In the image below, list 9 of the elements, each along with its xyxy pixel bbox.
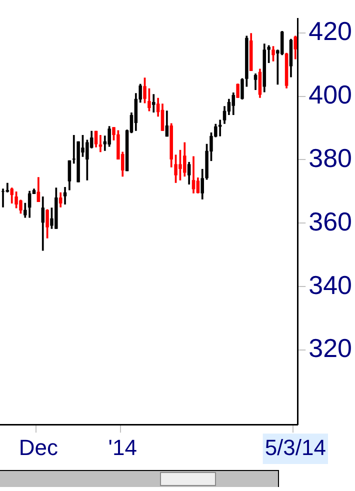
y-tick-label: 380 [308, 142, 352, 173]
y-tick-label: 360 [308, 206, 352, 236]
x-tick-label: '14 [108, 434, 137, 460]
y-tick-label: 340 [308, 270, 352, 300]
x-tick-label: Dec [18, 434, 58, 460]
y-tick-label: 400 [308, 79, 352, 110]
y-tick-label: 320 [308, 333, 352, 364]
x-tick-label: 5/3/14 [264, 434, 326, 460]
y-tick-label: 420 [308, 16, 352, 46]
